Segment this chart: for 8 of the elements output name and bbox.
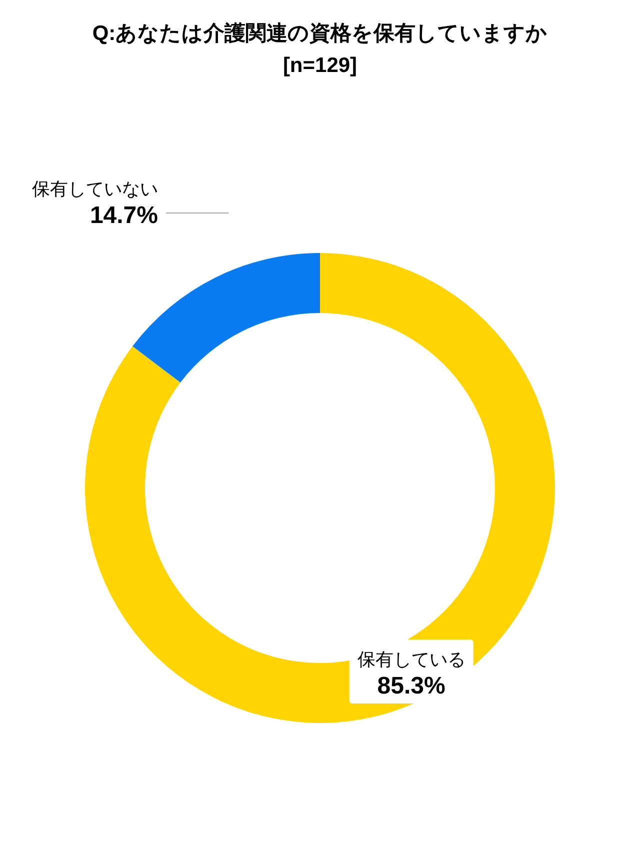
slice-label: 保有している xyxy=(357,650,466,670)
chart-subtitle: [n=129] xyxy=(282,54,358,77)
data-label: 85.3% xyxy=(377,672,446,700)
slice-label: 保有していない xyxy=(32,179,158,199)
donut-slice xyxy=(132,253,320,382)
chart-title: Q:あなたは介護関連の資格を保有していますか xyxy=(92,22,548,45)
data-label: 14.7% xyxy=(90,202,158,229)
donut-slice xyxy=(85,253,555,723)
